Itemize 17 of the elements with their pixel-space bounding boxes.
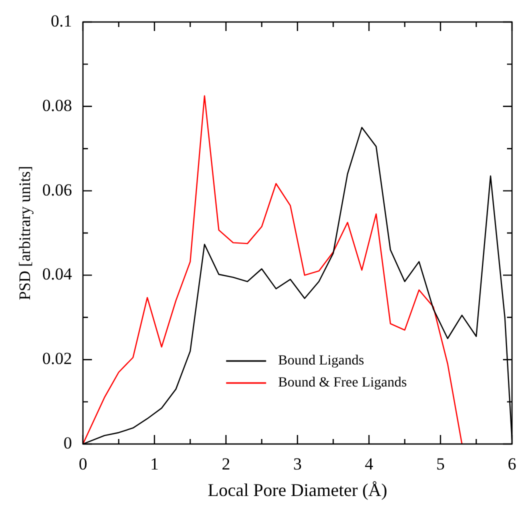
x-tick-label: 3: [293, 454, 302, 474]
x-tick-label: 4: [364, 454, 374, 474]
legend-label: Bound & Free Ligands: [278, 376, 407, 391]
x-tick-label: 1: [150, 454, 159, 474]
x-tick-label: 6: [508, 454, 516, 474]
y-tick-label: 0.04: [42, 264, 72, 284]
x-tick-label: 2: [222, 454, 230, 474]
y-tick-label: 0.02: [42, 349, 72, 368]
y-axis-title: PSD [arbitrary units]: [16, 166, 34, 300]
x-axis-title: Local Pore Diameter (Å): [208, 480, 388, 500]
y-tick-label: 0.08: [42, 96, 72, 115]
x-tick-label: 0: [78, 454, 88, 474]
y-tick-label: 0.06: [42, 180, 72, 200]
x-tick-label: 5: [436, 454, 445, 474]
legend-label: Bound Ligands: [278, 354, 364, 369]
y-tick-label: 0.1: [50, 11, 72, 30]
y-tick-label: 0: [63, 433, 72, 452]
